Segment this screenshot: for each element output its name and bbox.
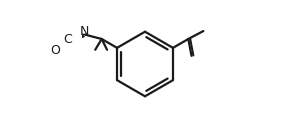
- Text: C: C: [63, 33, 72, 46]
- Text: O: O: [50, 44, 60, 57]
- Text: N: N: [80, 25, 90, 38]
